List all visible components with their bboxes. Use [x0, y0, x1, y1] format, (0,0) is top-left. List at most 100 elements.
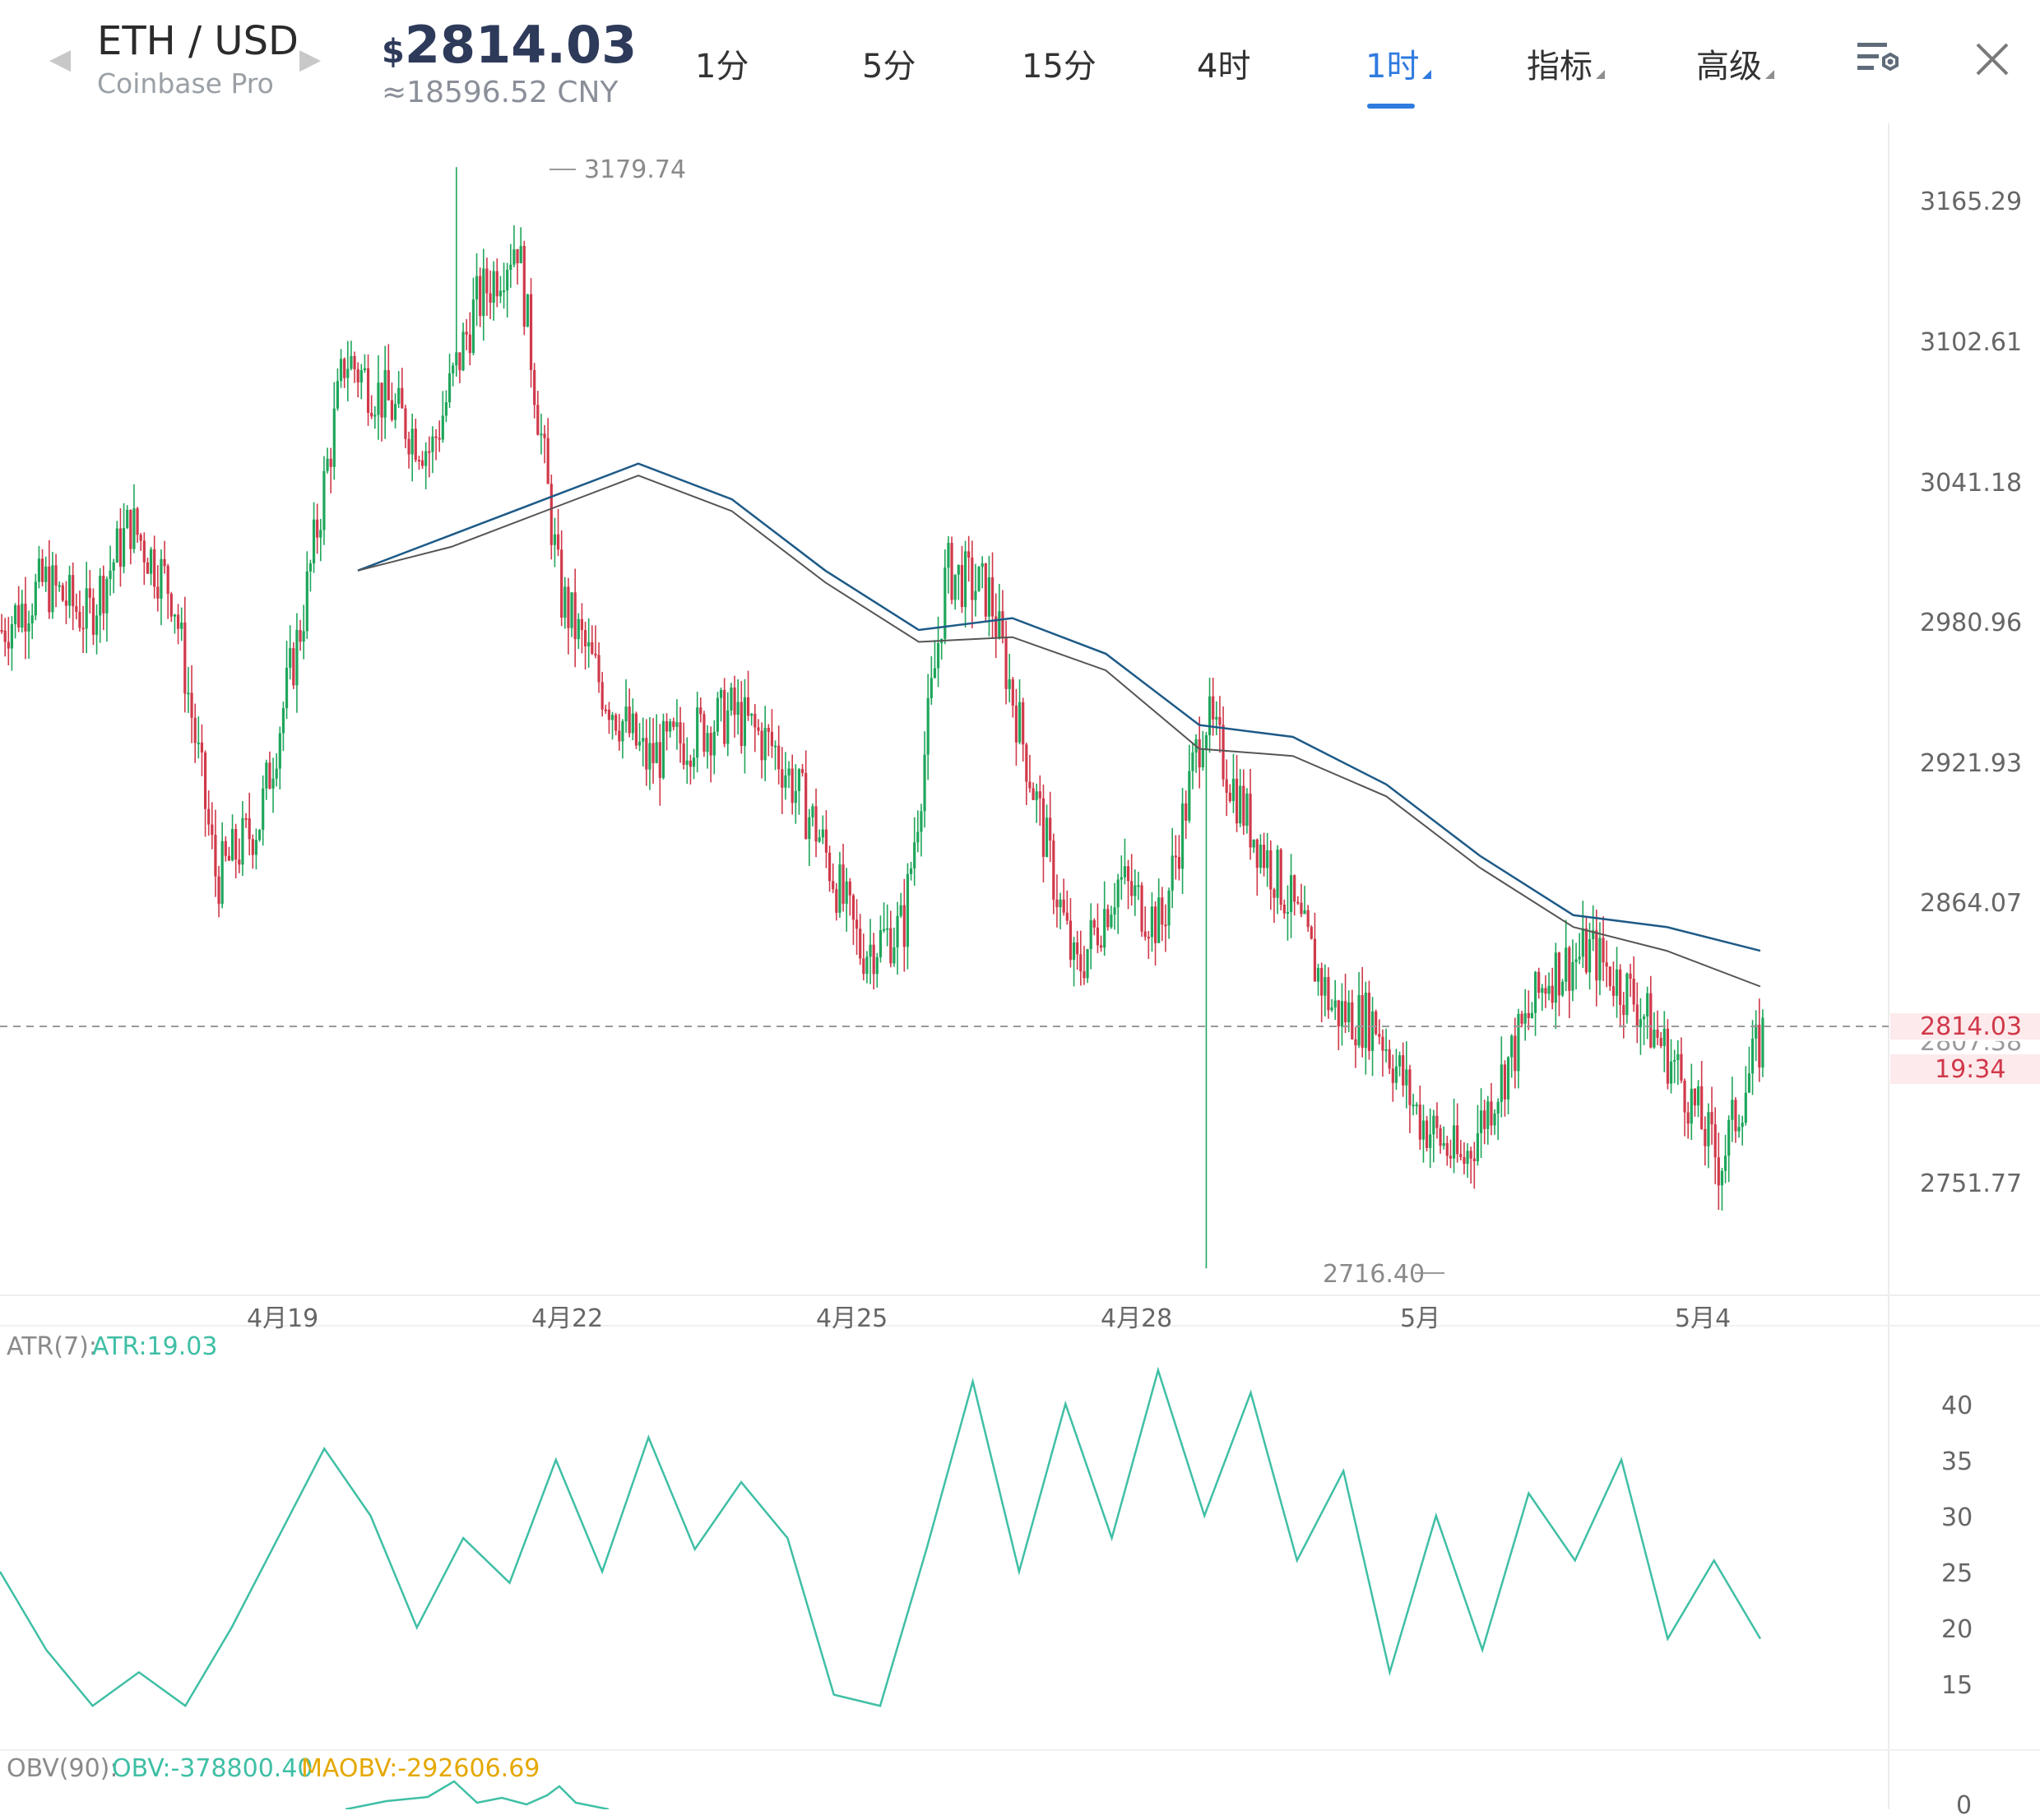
candle-body	[268, 762, 271, 789]
candle-body	[99, 576, 102, 616]
candle-body	[896, 915, 899, 947]
candle-body	[1496, 1101, 1500, 1114]
chart-settings-icon[interactable]	[1856, 38, 1902, 82]
atr-y-tick: 25	[1941, 1559, 1973, 1588]
candle-body	[1625, 973, 1629, 1016]
trading-pair[interactable]: ETH / USD	[97, 18, 299, 64]
candle-body	[648, 743, 651, 770]
candle-body	[998, 611, 1001, 637]
candle-body	[549, 484, 553, 545]
menu-indicators[interactable]: 指标	[1527, 39, 1605, 87]
candle-body	[740, 702, 743, 746]
candle-body	[899, 905, 902, 916]
candle-body	[1357, 995, 1361, 1046]
tab-1hour[interactable]: 1时	[1365, 39, 1432, 87]
candle-body	[51, 565, 54, 613]
candle-body	[631, 713, 634, 734]
candle-body	[363, 368, 367, 371]
candle-body	[495, 271, 498, 297]
candle-body	[1415, 1105, 1418, 1107]
candle-body	[1758, 1024, 1761, 1068]
candle-body	[17, 604, 21, 628]
candle-body	[526, 294, 530, 327]
candle-body	[1459, 1154, 1463, 1158]
close-icon[interactable]	[1973, 39, 2012, 82]
menu-advanced[interactable]: 高级	[1696, 39, 1774, 87]
candle-body	[407, 438, 410, 455]
next-pair-icon[interactable]: ▶	[299, 43, 322, 76]
candle-body	[987, 577, 991, 617]
candle-body	[48, 566, 51, 613]
candle-body	[933, 668, 937, 678]
tab-4hour[interactable]: 4时	[1197, 48, 1251, 86]
candle-body	[1629, 973, 1632, 979]
tab-5min[interactable]: 5分	[862, 48, 916, 86]
candle-body	[1598, 938, 1602, 981]
candle-body	[1072, 942, 1076, 961]
candle-body	[971, 557, 974, 600]
countdown-background	[1890, 1054, 2040, 1084]
candle-body	[1004, 637, 1008, 689]
candle-body	[546, 438, 549, 484]
candle-body	[1171, 855, 1174, 891]
candle-body	[1052, 841, 1055, 900]
candle-body	[1130, 881, 1134, 896]
candle-body	[821, 829, 824, 838]
candle-body	[723, 689, 726, 744]
candle-body	[1737, 1127, 1741, 1132]
candle-body	[1506, 1057, 1510, 1100]
candle-body	[1208, 696, 1212, 735]
candle-body	[645, 738, 648, 770]
candle-body	[1134, 885, 1137, 896]
candle-body	[1255, 839, 1259, 868]
candle-body	[417, 460, 421, 462]
candle-body	[1140, 885, 1143, 932]
candle-body	[146, 562, 150, 574]
candle-body	[485, 268, 489, 294]
candle-body	[920, 811, 923, 832]
candle-body	[1704, 1128, 1707, 1146]
price-value: 2814.03	[404, 15, 638, 75]
candle-body	[909, 868, 913, 874]
candle-body	[1741, 1123, 1744, 1128]
low-price-label: 2716.40	[1323, 1260, 1426, 1289]
candle-body	[58, 585, 61, 587]
candle-body	[458, 352, 461, 371]
candle-body	[1720, 1170, 1724, 1186]
candle-body	[112, 562, 115, 571]
y-axis-tick-hidden: 2807.38	[1920, 1028, 2023, 1057]
candle-body	[37, 558, 41, 582]
candle-body	[1062, 899, 1065, 913]
candle-body	[1696, 1086, 1700, 1106]
candle-body	[95, 615, 99, 635]
candle-body	[238, 859, 241, 865]
candle-body	[1622, 1005, 1625, 1016]
candle-body	[461, 331, 465, 371]
candle-body	[370, 412, 373, 417]
previous-pair-icon[interactable]: ◀	[49, 43, 72, 76]
tab-15min[interactable]: 15分	[1022, 48, 1096, 86]
candle-body	[1198, 739, 1201, 768]
tab-1min[interactable]: 1分	[695, 48, 749, 86]
candle-body	[1279, 850, 1282, 905]
candle-body	[1611, 986, 1616, 996]
candle-body	[1001, 611, 1004, 637]
candle-body	[1588, 939, 1592, 973]
candle-body	[275, 768, 278, 779]
candle-body	[156, 586, 160, 599]
candle-body	[1089, 919, 1092, 950]
candle-body	[957, 565, 960, 575]
candle-body	[1581, 928, 1584, 957]
candle-body	[1747, 1073, 1751, 1093]
candle-body	[336, 381, 340, 409]
y-axis-tick: 2751.77	[1920, 1169, 2023, 1198]
candle-body	[1310, 927, 1313, 939]
candle-body	[865, 956, 869, 975]
candle-body	[393, 404, 397, 420]
candle-body	[1161, 897, 1164, 925]
candle-body	[994, 616, 998, 637]
candle-body	[886, 928, 889, 930]
candle-body	[502, 290, 506, 293]
candle-body	[1405, 1069, 1408, 1086]
